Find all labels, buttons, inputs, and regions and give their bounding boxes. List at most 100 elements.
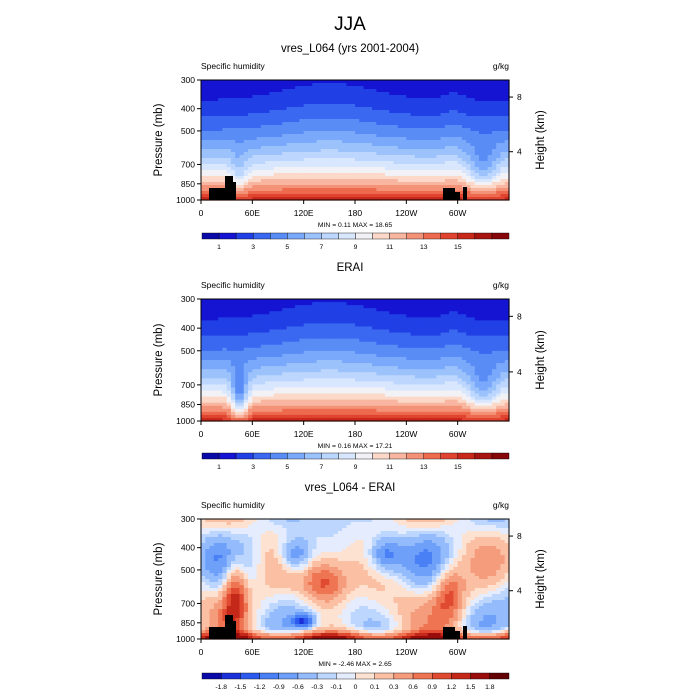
heatmap-cell xyxy=(235,323,241,328)
heatmap-cell xyxy=(427,176,433,180)
heatmap-cell xyxy=(256,161,262,165)
heatmap-cell xyxy=(466,140,472,144)
heatmap-cell xyxy=(295,317,300,321)
heatmap-cell xyxy=(205,335,211,340)
heatmap-cell xyxy=(384,417,390,422)
heatmap-cell xyxy=(393,320,399,324)
heatmap-cell xyxy=(363,182,369,186)
heatmap-cell xyxy=(372,173,377,177)
heatmap-cell xyxy=(487,143,493,147)
heatmap-cell xyxy=(384,161,390,165)
heatmap-cell xyxy=(432,152,437,156)
heatmap-cell xyxy=(329,125,335,129)
heatmap-cell xyxy=(226,170,232,174)
heatmap-cell xyxy=(410,194,416,198)
heatmap-cell xyxy=(256,326,262,331)
heatmap-cell xyxy=(380,305,386,309)
heatmap-cell xyxy=(282,173,288,177)
heatmap-cell xyxy=(333,182,339,186)
heatmap-cell xyxy=(209,308,215,312)
heatmap-cell xyxy=(201,372,206,376)
heatmap-cell xyxy=(235,372,241,376)
chart-panel-1: vres_L064 (yrs 2001-2004)Specific humidi… xyxy=(153,43,547,251)
heatmap-cell xyxy=(205,89,211,93)
heatmap-cell xyxy=(312,381,318,385)
heatmap-cell xyxy=(205,405,211,410)
heatmap-cell xyxy=(239,381,245,385)
heatmap-cell xyxy=(325,381,330,385)
heatmap-cell xyxy=(414,356,420,361)
heatmap-cell xyxy=(419,188,425,192)
heatmap-cell xyxy=(380,326,386,331)
heatmap-cell xyxy=(260,344,266,349)
heatmap-cell xyxy=(307,366,313,370)
heatmap-cell xyxy=(265,363,271,367)
heatmap-cell xyxy=(278,308,283,312)
heatmap-cell xyxy=(209,83,215,87)
heatmap-cell xyxy=(423,107,429,111)
heatmap-cell xyxy=(235,92,241,96)
heatmap-cell xyxy=(278,113,283,117)
heatmap-cell xyxy=(491,188,497,192)
heatmap-cell xyxy=(273,353,279,358)
heatmap-cell xyxy=(312,326,318,331)
heatmap-cell xyxy=(235,402,241,407)
heatmap-cell xyxy=(397,92,403,96)
heatmap-cell xyxy=(367,182,373,186)
heatmap-cell xyxy=(252,125,258,129)
heatmap-cell xyxy=(337,317,343,321)
heatmap-cell xyxy=(440,119,446,123)
heatmap-cell xyxy=(414,396,420,401)
heatmap-cell xyxy=(307,344,313,349)
heatmap-cell xyxy=(312,350,318,355)
heatmap-cell xyxy=(209,396,215,401)
heatmap-cell xyxy=(243,375,249,379)
heatmap-cell xyxy=(389,161,395,165)
heatmap-cell xyxy=(320,408,326,413)
heatmap-cell xyxy=(342,311,348,315)
heatmap-cell xyxy=(218,299,223,303)
heatmap-cell xyxy=(355,161,360,165)
heatmap-cell xyxy=(290,191,296,195)
heatmap-cell xyxy=(205,128,211,132)
heatmap-cell xyxy=(427,161,433,165)
heatmap-cell xyxy=(269,326,275,331)
heatmap-cell xyxy=(222,408,228,413)
heatmap-cell xyxy=(325,113,330,117)
heatmap-cell xyxy=(252,338,258,343)
heatmap-cell xyxy=(402,80,407,84)
heatmap-cell xyxy=(260,405,266,410)
heatmap-cell xyxy=(290,350,296,355)
heatmap-cell xyxy=(406,176,412,180)
heatmap-cell xyxy=(248,393,253,398)
heatmap-cell xyxy=(372,131,377,135)
heatmap-cell xyxy=(299,381,305,385)
heatmap-cell xyxy=(436,173,442,177)
heatmap-cell xyxy=(239,320,245,324)
heatmap-cell xyxy=(359,317,365,321)
heatmap-cell xyxy=(256,191,262,195)
heatmap-cell xyxy=(346,152,352,156)
heatmap-cell xyxy=(372,155,377,159)
heatmap-cell xyxy=(265,320,271,324)
heatmap-cell xyxy=(256,402,262,407)
heatmap-cell xyxy=(444,116,450,120)
heatmap-cell xyxy=(389,86,395,90)
heatmap-cell xyxy=(372,98,377,102)
heatmap-cell xyxy=(205,116,211,120)
heatmap-cell xyxy=(423,143,429,147)
heatmap-cell xyxy=(410,182,416,186)
heatmap-cell xyxy=(406,341,412,346)
heatmap-cell xyxy=(205,356,211,361)
heatmap-cell xyxy=(397,134,403,138)
heatmap-cell xyxy=(218,92,223,96)
heatmap-cell xyxy=(372,116,377,120)
heatmap-cell xyxy=(265,188,271,192)
heatmap-cell xyxy=(487,83,493,87)
heatmap-cell xyxy=(419,161,425,165)
heatmap-cell xyxy=(389,317,395,321)
heatmap-cell xyxy=(209,101,215,105)
heatmap-cell xyxy=(325,329,330,334)
heatmap-cell xyxy=(230,173,236,177)
heatmap-cell xyxy=(363,89,369,93)
